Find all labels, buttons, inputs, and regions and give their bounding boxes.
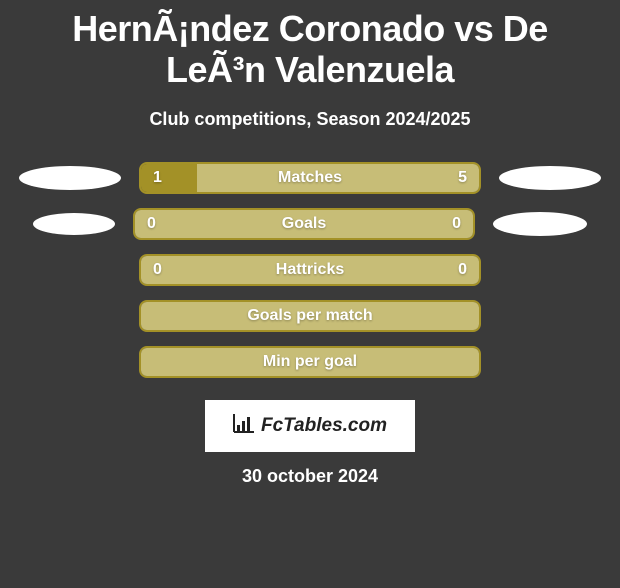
stat-bar: 0 0 Hattricks bbox=[139, 254, 481, 286]
stat-row: Min per goal bbox=[0, 346, 620, 378]
stat-label: Goals bbox=[282, 215, 326, 233]
fctables-logo: FcTables.com bbox=[205, 400, 415, 452]
left-pill bbox=[33, 213, 115, 235]
left-pill bbox=[19, 166, 121, 190]
stat-label: Goals per match bbox=[247, 307, 372, 325]
bar-segment-left bbox=[141, 164, 197, 192]
stat-value-left: 0 bbox=[147, 215, 156, 233]
stat-rows: 1 5 Matches 0 0 Goals 0 0 Hattricks Goals per mat… bbox=[0, 162, 620, 378]
right-pill bbox=[499, 166, 601, 190]
stat-label: Matches bbox=[278, 169, 342, 187]
stat-bar: Min per goal bbox=[139, 346, 481, 378]
stat-bar: 0 0 Goals bbox=[133, 208, 475, 240]
stat-value-left: 0 bbox=[153, 261, 162, 279]
stat-label: Min per goal bbox=[263, 353, 357, 371]
stat-value-right: 5 bbox=[458, 169, 467, 187]
stat-bar: Goals per match bbox=[139, 300, 481, 332]
bar-segment-left bbox=[135, 210, 304, 238]
stat-row: Goals per match bbox=[0, 300, 620, 332]
right-pill bbox=[493, 212, 587, 236]
logo-text: FcTables.com bbox=[261, 415, 387, 437]
stat-row: 0 0 Hattricks bbox=[0, 254, 620, 286]
stat-bar: 1 5 Matches bbox=[139, 162, 481, 194]
stat-value-right: 0 bbox=[452, 215, 461, 233]
bar-chart-icon bbox=[233, 413, 255, 438]
stat-row: 1 5 Matches bbox=[0, 162, 620, 194]
subtitle: Club competitions, Season 2024/2025 bbox=[0, 109, 620, 130]
stat-value-left: 1 bbox=[153, 169, 162, 187]
stat-label: Hattricks bbox=[276, 261, 344, 279]
date: 30 october 2024 bbox=[0, 466, 620, 487]
stat-value-right: 0 bbox=[458, 261, 467, 279]
stat-row: 0 0 Goals bbox=[0, 208, 620, 240]
page-title: HernÃ¡ndez Coronado vs De LeÃ³n Valenzue… bbox=[0, 8, 620, 91]
bar-segment-right bbox=[304, 210, 473, 238]
